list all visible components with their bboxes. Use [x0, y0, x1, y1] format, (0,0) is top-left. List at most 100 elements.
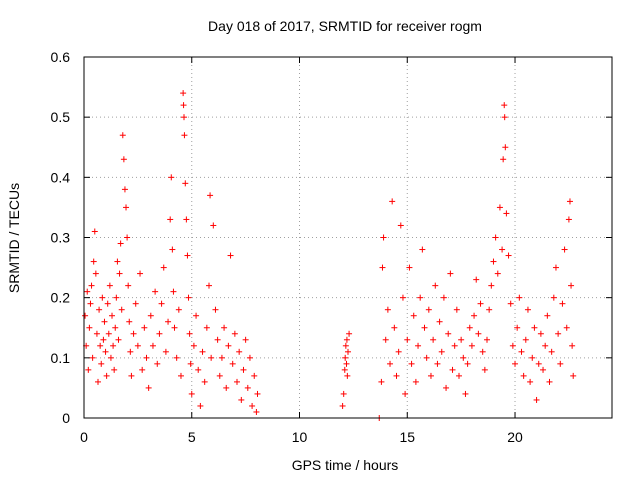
data-point: [125, 282, 132, 289]
data-point: [145, 384, 152, 391]
data-point: [391, 324, 398, 331]
data-point: [451, 342, 458, 349]
data-point: [162, 348, 169, 355]
data-point: [458, 336, 465, 343]
data-point: [251, 372, 258, 379]
data-point: [460, 354, 467, 361]
data-point: [516, 294, 523, 301]
plot-frame: [83, 56, 613, 419]
data-point: [98, 360, 105, 367]
data-point: [384, 306, 391, 313]
data-points: [82, 90, 577, 421]
data-point: [249, 402, 256, 409]
data-point: [186, 330, 193, 337]
data-point: [227, 252, 234, 259]
data-point: [175, 306, 182, 313]
data-point: [486, 306, 493, 313]
data-point: [89, 354, 96, 361]
data-point: [548, 348, 555, 355]
data-point: [203, 324, 210, 331]
data-point: [182, 180, 189, 187]
data-point: [552, 264, 559, 271]
data-point: [468, 342, 475, 349]
y-axis-label: SRMTID / TECUs: [6, 183, 22, 293]
data-point: [111, 366, 118, 373]
data-point: [479, 348, 486, 355]
data-point: [537, 330, 544, 337]
data-point: [170, 288, 177, 295]
data-point: [488, 282, 495, 289]
data-point: [171, 324, 178, 331]
data-point: [190, 342, 197, 349]
data-point: [127, 348, 134, 355]
x-tick-label: 20: [507, 429, 523, 445]
y-tick-label: 0.2: [51, 290, 71, 306]
data-point: [115, 336, 122, 343]
data-point: [107, 354, 114, 361]
data-point: [119, 132, 126, 139]
data-point: [184, 252, 191, 259]
data-point: [455, 372, 462, 379]
data-point: [464, 360, 471, 367]
y-tick-label: 0.3: [51, 230, 71, 246]
data-point: [565, 216, 572, 223]
data-point: [555, 330, 562, 337]
data-point: [121, 186, 128, 193]
x-tick-label: 10: [292, 429, 308, 445]
data-point: [234, 378, 241, 385]
data-point: [410, 312, 417, 319]
data-point: [399, 294, 406, 301]
data-point: [180, 114, 187, 121]
data-point: [240, 366, 247, 373]
data-point: [397, 222, 404, 229]
y-tick-label: 0.6: [51, 49, 71, 65]
data-point: [97, 342, 104, 349]
data-point: [473, 276, 480, 283]
data-point: [339, 402, 346, 409]
data-point: [185, 294, 192, 301]
data-point: [84, 288, 91, 295]
data-point: [197, 402, 204, 409]
data-point: [496, 204, 503, 211]
data-point: [96, 306, 103, 313]
data-point: [436, 318, 443, 325]
data-point: [514, 324, 521, 331]
data-point: [406, 264, 413, 271]
data-point: [502, 144, 509, 151]
data-point: [82, 312, 89, 319]
data-point: [378, 378, 385, 385]
data-point: [101, 318, 108, 325]
data-point: [412, 378, 419, 385]
data-point: [492, 234, 499, 241]
data-point: [344, 372, 351, 379]
data-point: [183, 216, 190, 223]
data-point: [188, 390, 195, 397]
data-point: [341, 366, 348, 373]
data-point: [102, 348, 109, 355]
data-point: [154, 360, 161, 367]
data-point: [509, 342, 516, 349]
data-point: [242, 336, 249, 343]
data-point: [518, 348, 525, 355]
data-point: [380, 234, 387, 241]
data-point: [90, 258, 97, 265]
data-point: [453, 306, 460, 313]
data-point: [421, 324, 428, 331]
data-point: [434, 360, 441, 367]
data-point: [475, 330, 482, 337]
data-point: [99, 294, 106, 301]
data-point: [512, 360, 519, 367]
data-point: [143, 354, 150, 361]
data-point: [218, 354, 225, 361]
y-tick-label: 0: [62, 410, 70, 426]
data-point: [343, 360, 350, 367]
data-point: [340, 390, 347, 397]
y-tick-label: 0.4: [51, 169, 71, 185]
data-point: [342, 342, 349, 349]
data-point: [246, 354, 253, 361]
data-point: [445, 330, 452, 337]
data-point: [466, 324, 473, 331]
data-point: [147, 312, 154, 319]
data-point: [346, 330, 353, 337]
data-point: [253, 408, 260, 415]
